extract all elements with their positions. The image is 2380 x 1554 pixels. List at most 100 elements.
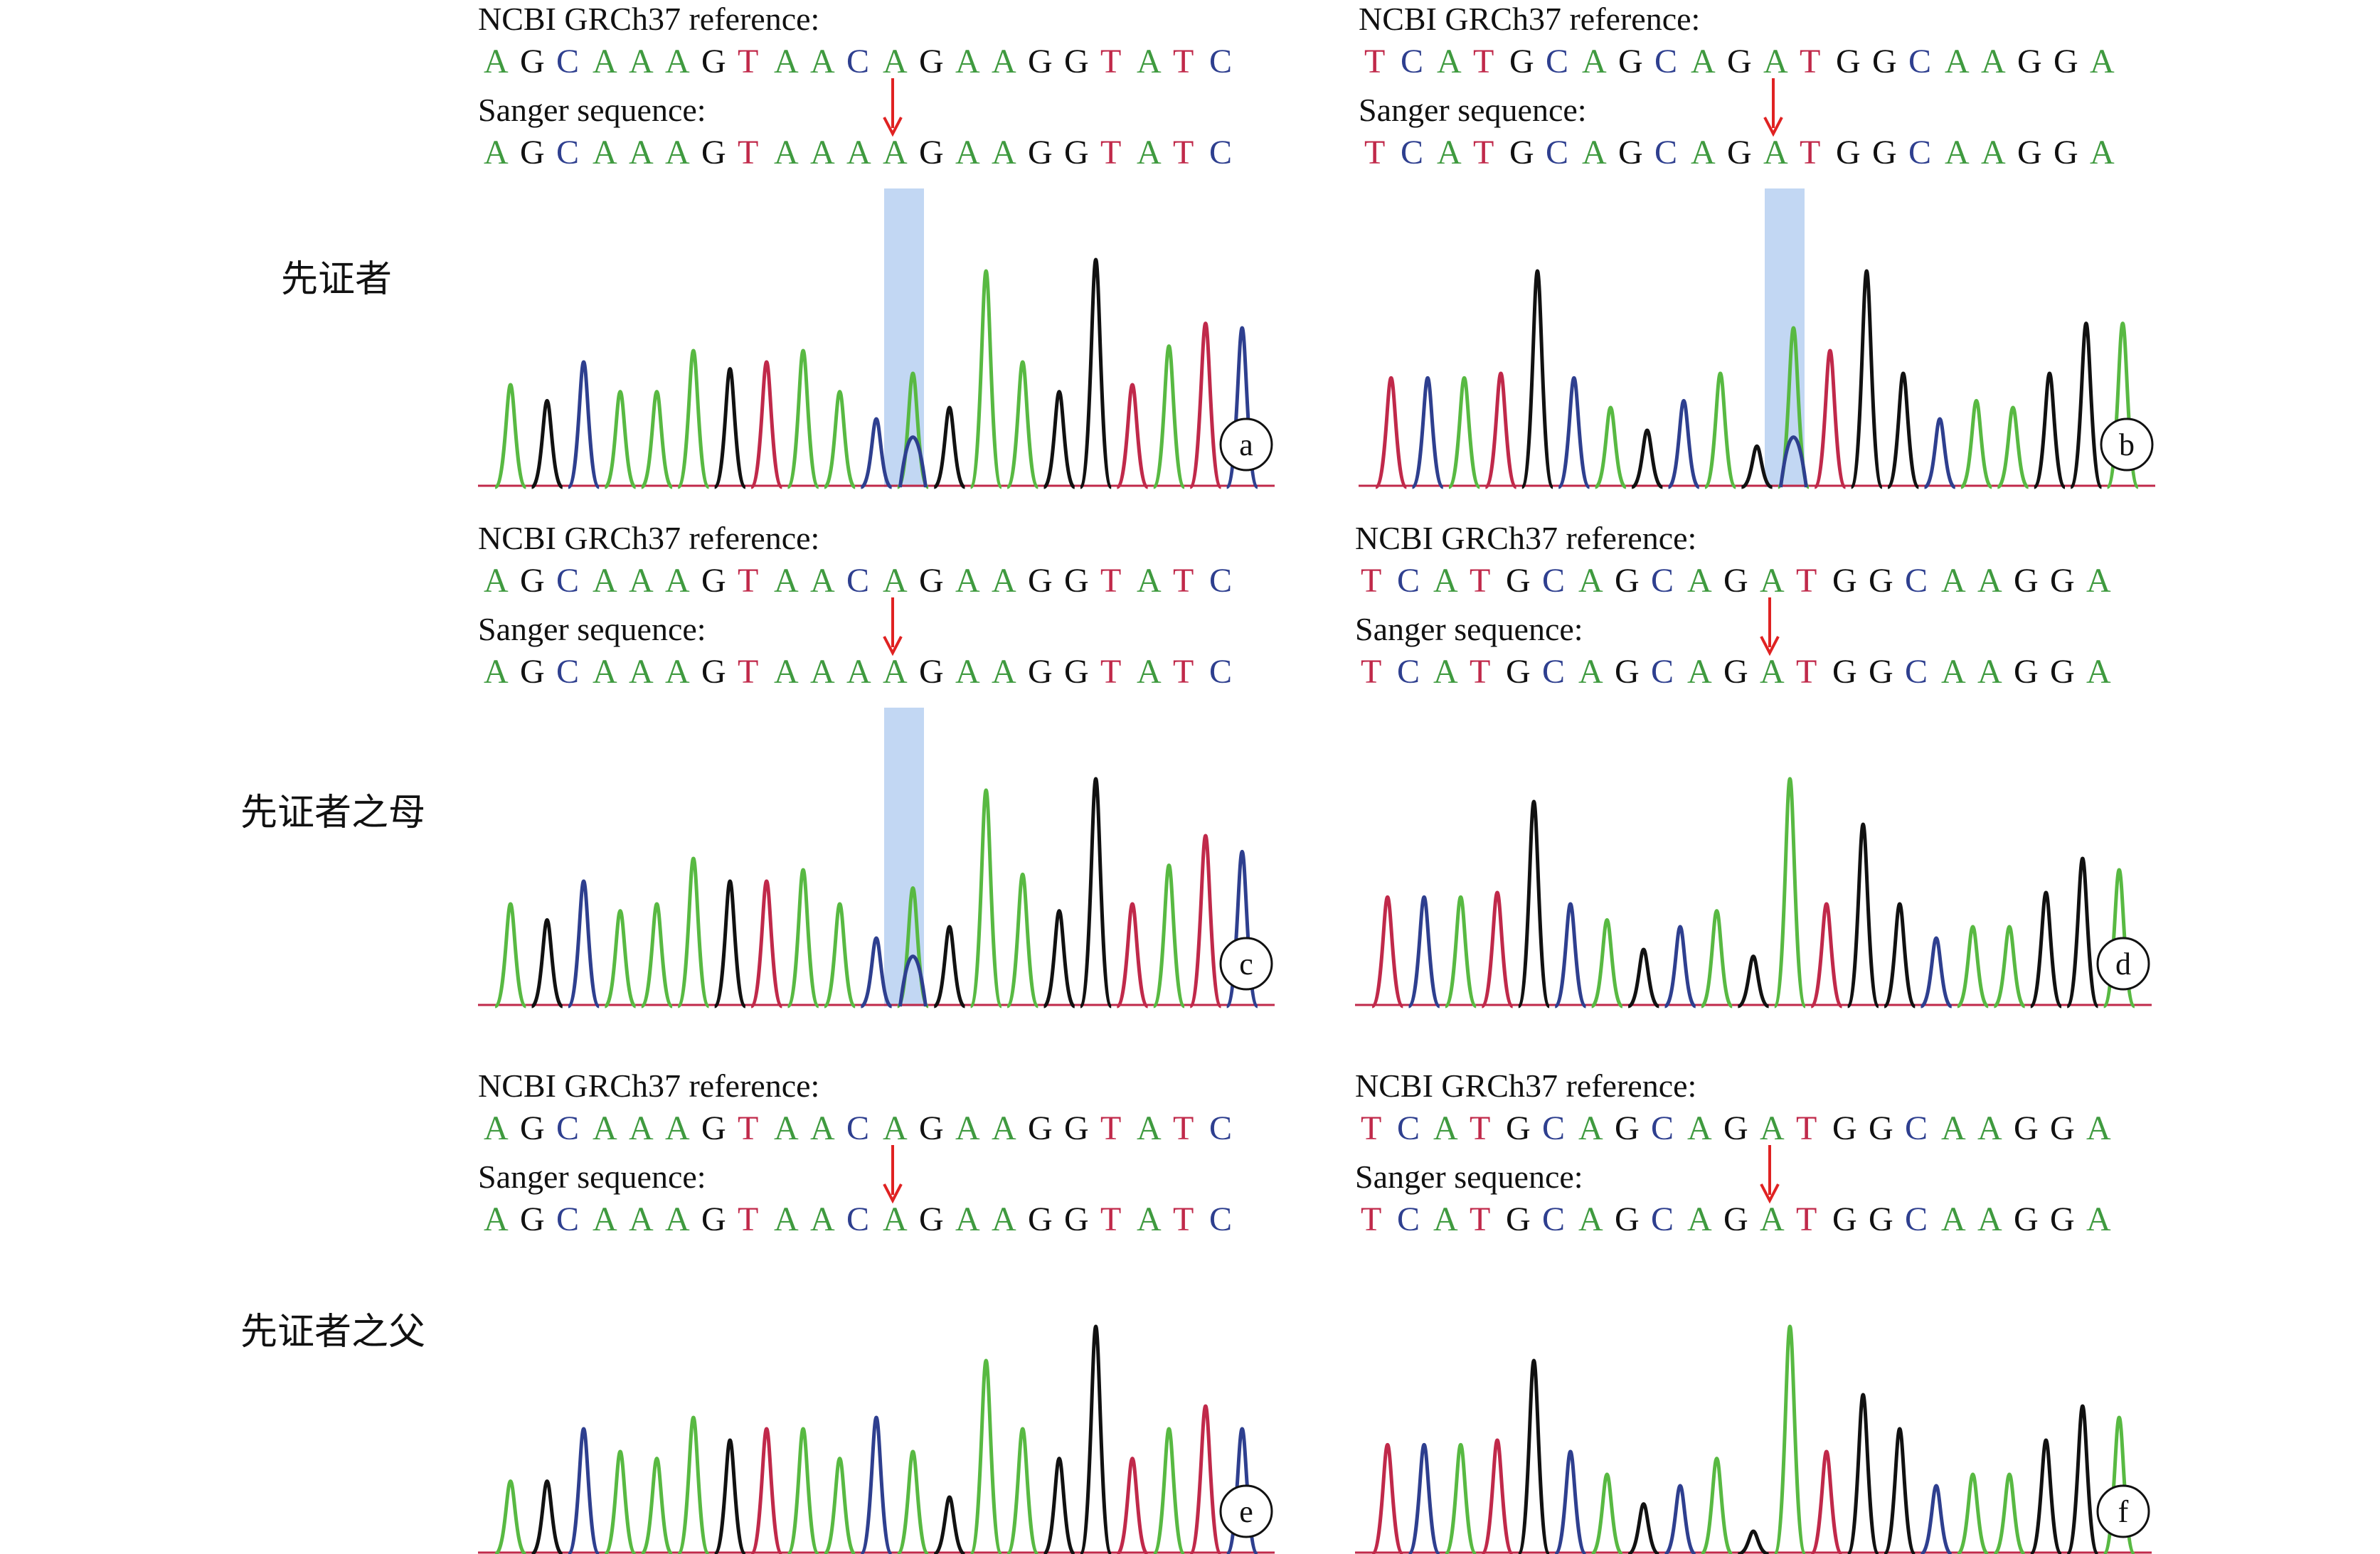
base-T: T <box>1364 134 1386 171</box>
base-A: A <box>665 562 690 600</box>
base-A: A <box>955 1109 980 1147</box>
base-A: A <box>484 653 509 691</box>
base-C: C <box>1651 1201 1674 1238</box>
base-G: G <box>2050 1201 2075 1238</box>
base-T: T <box>1173 562 1194 600</box>
peak-C <box>1411 376 1445 489</box>
base-A: A <box>1437 134 1462 171</box>
row-label-mother: 先证者之母 <box>240 792 426 834</box>
base-A: A <box>1691 134 1716 171</box>
base-A: A <box>774 43 799 80</box>
base-T: T <box>1796 562 1817 600</box>
base-G: G <box>1028 562 1053 600</box>
base-C: C <box>1651 653 1674 691</box>
base-A: A <box>883 1201 908 1238</box>
base-G: G <box>1832 653 1857 691</box>
base-A: A <box>1687 562 1712 600</box>
base-G: G <box>520 1201 545 1238</box>
base-A: A <box>1578 1109 1603 1147</box>
base-G: G <box>1723 653 1748 691</box>
peak-T <box>1370 1442 1405 1554</box>
base-C: C <box>1209 134 1233 171</box>
base-A: A <box>1433 1109 1458 1147</box>
base-A: A <box>2090 134 2115 171</box>
peak-T <box>1483 371 1519 489</box>
base-A: A <box>810 1201 835 1238</box>
peak-G <box>1737 954 1770 1008</box>
mutation-arrow-icon <box>883 597 903 656</box>
base-A: A <box>629 134 654 171</box>
base-A: A <box>955 134 980 171</box>
base-C: C <box>1908 43 1932 80</box>
base-A: A <box>1977 562 2002 600</box>
base-G: G <box>701 653 726 691</box>
base-A: A <box>810 43 835 80</box>
base-A: A <box>810 1109 835 1147</box>
base-G: G <box>919 134 944 171</box>
panel-letter: a <box>1239 427 1253 462</box>
peak-C <box>566 360 601 489</box>
base-A: A <box>992 653 1016 691</box>
base-A: A <box>1137 1201 1162 1238</box>
base-T: T <box>1173 134 1194 171</box>
peak-G <box>2065 1404 2100 1554</box>
peak-C <box>860 936 893 1008</box>
base-A: A <box>2090 43 2115 80</box>
base-G: G <box>1832 562 1857 600</box>
base-G: G <box>2014 1201 2039 1238</box>
base-A: A <box>955 1201 980 1238</box>
panel-letter: e <box>1239 1494 1253 1529</box>
chromatogram: f <box>1355 1324 2152 1554</box>
base-C: C <box>1397 653 1420 691</box>
base-G: G <box>2014 653 2039 691</box>
base-G: G <box>2050 1109 2075 1147</box>
peak-A <box>1152 1427 1186 1554</box>
peak-T <box>1188 1404 1223 1554</box>
peak-C <box>859 1415 894 1554</box>
peak-A <box>823 390 856 489</box>
base-C: C <box>1542 1109 1566 1147</box>
base-G: G <box>1509 43 1534 80</box>
base-A: A <box>955 562 980 600</box>
peak-T <box>749 879 784 1008</box>
peak-G <box>1627 947 1660 1008</box>
base-T: T <box>1470 1109 1491 1147</box>
peak-G <box>933 1495 966 1554</box>
base-G: G <box>919 1201 944 1238</box>
base-C: C <box>1209 43 1233 80</box>
base-T: T <box>1473 134 1494 171</box>
peak-A <box>493 902 528 1008</box>
base-T: T <box>1361 1201 1382 1238</box>
peak-A <box>1700 909 1733 1008</box>
peak-T <box>1115 902 1150 1008</box>
peak-G <box>1078 257 1113 489</box>
base-T: T <box>738 653 759 691</box>
base-A: A <box>1687 1201 1712 1238</box>
base-A: A <box>1687 653 1712 691</box>
peak-A <box>1993 1472 2026 1554</box>
peak-G <box>713 1438 748 1554</box>
base-A: A <box>1582 43 1607 80</box>
chromatogram: a <box>478 188 1275 489</box>
peak-G <box>1043 1457 1076 1554</box>
peak-A <box>639 902 674 1008</box>
base-T: T <box>738 1201 759 1238</box>
peak-G <box>531 398 564 489</box>
base-A: A <box>593 43 617 80</box>
peak-A <box>1590 917 1624 1008</box>
base-T: T <box>1173 43 1194 80</box>
base-A: A <box>1137 562 1162 600</box>
peak-A <box>1594 405 1627 489</box>
base-A: A <box>484 134 509 171</box>
base-A: A <box>846 134 871 171</box>
base-C: C <box>1908 134 1932 171</box>
base-G: G <box>919 653 944 691</box>
peak-G <box>933 925 966 1008</box>
peak-A <box>640 390 674 489</box>
peak-C <box>1920 1484 1953 1554</box>
base-A: A <box>774 562 799 600</box>
base-A: A <box>593 1201 617 1238</box>
panel-c: NCBI GRCh37 reference: Sanger sequence: A G… <box>478 519 1275 1008</box>
base-T: T <box>1364 43 1386 80</box>
base-C: C <box>846 1201 870 1238</box>
